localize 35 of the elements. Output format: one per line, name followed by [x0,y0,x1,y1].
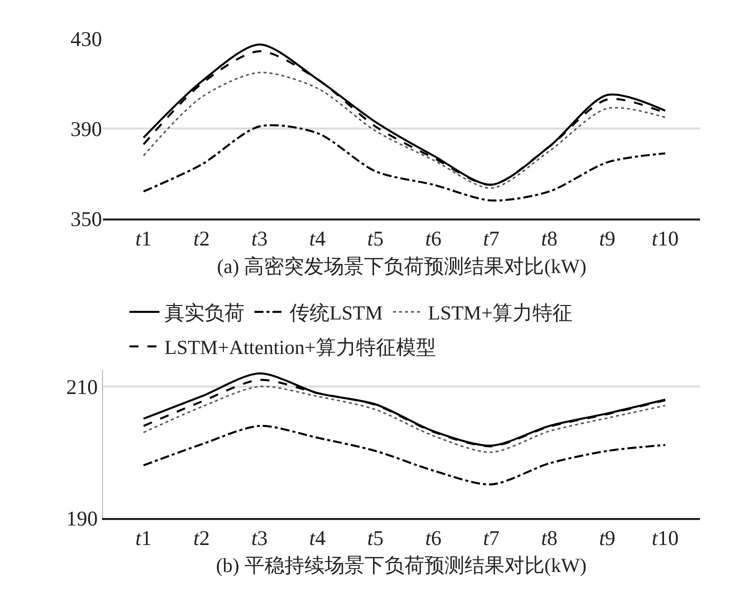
y-tick-label: 430 [70,27,102,52]
x-tick-label: t4 [309,526,326,550]
x-tick-label: t10 [652,526,679,550]
line-series [142,424,666,486]
x-tick-label: t1 [135,226,152,250]
x-tick-label: t3 [251,526,268,550]
x-tick-label: t10 [652,226,679,250]
x-tick-label: t8 [541,526,558,550]
y-tick-label: 350 [70,206,102,231]
text: (b) 平稳持续场景下负荷预测结果对比(kW) [216,555,587,577]
line-series [142,124,666,202]
x-tick-label: t3 [251,226,268,250]
x-tick-label: t9 [599,226,616,250]
text: (a) 高密突发场景下负荷预测结果对比(kW) [217,255,586,278]
x-tick-label: t2 [193,526,210,550]
x-tick-label: t4 [309,226,326,250]
legend-label: LSTM+Attention+算力特征模型 [164,337,436,360]
x-tick-label: t1 [135,526,152,550]
x-tick-label: t5 [367,226,384,250]
x-tick-label: t7 [483,226,500,250]
x-tick-label: t2 [193,226,210,250]
line-series [142,386,666,453]
legend-label: 真实负荷 [164,302,244,325]
x-tick-label: t6 [425,226,442,250]
y-tick-label: 210 [66,374,98,399]
y-tick-label: 390 [70,116,102,141]
line-series [142,72,666,189]
legend-label: LSTM+算力特征 [428,302,573,325]
x-tick-label: t5 [367,526,384,550]
x-tick-label: t6 [425,526,442,550]
x-tick-label: t9 [599,526,616,550]
x-tick-label: t7 [483,526,500,550]
y-tick-label: 190 [66,506,98,530]
x-tick-label: t8 [541,226,558,250]
legend-label: 传统LSTM [289,302,383,325]
